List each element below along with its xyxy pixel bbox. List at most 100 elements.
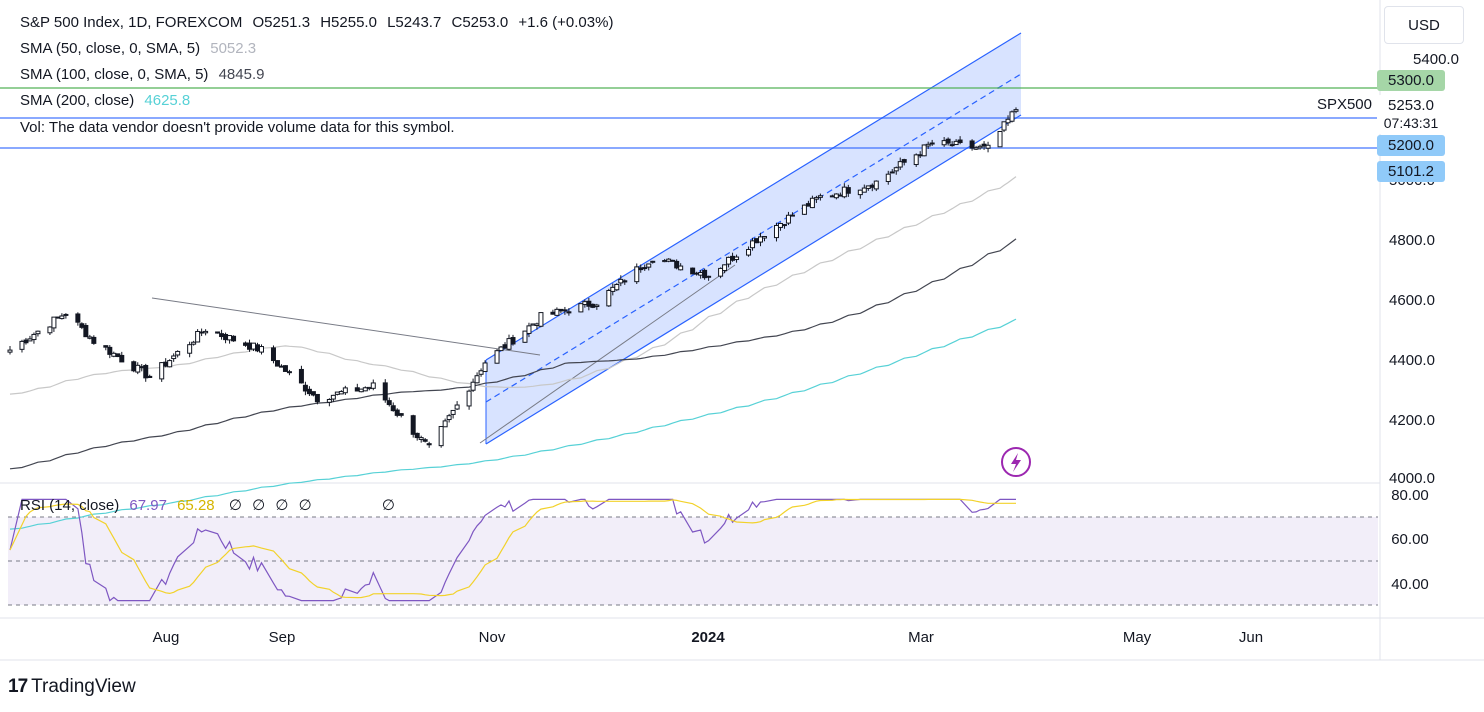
candle — [973, 145, 979, 150]
candle — [143, 363, 149, 382]
candle — [550, 309, 556, 315]
candle — [422, 438, 428, 443]
candle — [203, 329, 209, 336]
candle-body — [702, 269, 708, 279]
candle — [223, 332, 229, 344]
candle — [945, 137, 951, 146]
candle — [594, 303, 600, 310]
rsi-lines — [9, 498, 1016, 602]
candle-body — [861, 187, 867, 193]
rsi-line[interactable] — [9, 498, 1016, 602]
sma200-line[interactable] — [9, 318, 1017, 530]
channel-lower-line[interactable] — [485, 114, 1022, 445]
candle-body — [23, 339, 29, 344]
candle-body — [243, 342, 249, 346]
rsi-tick: 80.00 — [1391, 487, 1429, 504]
candle — [358, 388, 364, 393]
candle-body — [730, 255, 736, 261]
candle-body — [115, 353, 121, 358]
candle — [690, 267, 696, 275]
candle — [614, 283, 620, 292]
candle-body — [805, 203, 811, 207]
tradingview-logo[interactable]: 17 TradingView — [8, 676, 136, 698]
candle — [326, 398, 332, 407]
candle-body — [498, 346, 504, 352]
candle — [538, 312, 544, 328]
candle-body — [953, 140, 959, 146]
candle-body — [750, 240, 756, 249]
level-5300-tag: 5300.0 — [1377, 70, 1445, 91]
sma100-legend[interactable]: SMA (100, close, 0, SMA, 5) 4845.9 — [20, 66, 270, 84]
rsi-empty-value: ∅ — [381, 497, 395, 514]
channel-mid-line[interactable] — [485, 73, 1022, 403]
candle-body — [857, 189, 863, 196]
symbol-legend[interactable]: S&P 500 Index, 1D, FOREXCOM O5251.3 H525… — [20, 14, 619, 32]
candle — [139, 363, 145, 372]
candle-body — [706, 275, 712, 278]
candle — [789, 212, 795, 217]
candle — [809, 195, 815, 209]
candle-body — [382, 382, 388, 401]
candle-body — [678, 265, 684, 271]
candle-body — [973, 147, 979, 150]
rsi-legend[interactable]: RSI (14, close) 67.97 65.28 ∅ ∅ ∅ ∅ ∅ — [20, 497, 401, 515]
volume-message: Vol: The data vendor doesn't provide vol… — [20, 119, 455, 136]
sma100-line[interactable] — [9, 238, 1017, 470]
candle — [530, 323, 536, 326]
candle-body — [746, 248, 752, 256]
symbol-title: S&P 500 Index, 1D, FOREXCOM — [20, 14, 243, 31]
candle — [622, 279, 628, 285]
candle — [893, 166, 899, 175]
candle — [115, 353, 121, 358]
tradingview-logo-icon: 17 — [8, 676, 28, 697]
candle — [442, 418, 448, 428]
candle-body — [538, 312, 544, 327]
sma50-line[interactable] — [9, 176, 1017, 395]
volume-legend[interactable]: Vol: The data vendor doesn't provide vol… — [20, 119, 461, 137]
sma50-legend[interactable]: SMA (50, close, 0, SMA, 5) 5052.3 — [20, 40, 262, 58]
candle-body — [79, 323, 85, 328]
candle-body — [51, 316, 57, 329]
sma200-legend[interactable]: SMA (200, close) 4625.8 — [20, 92, 196, 110]
candle — [386, 397, 392, 407]
candle-body — [302, 384, 308, 392]
candle — [390, 402, 396, 412]
candle-body — [985, 144, 991, 149]
candle — [889, 169, 895, 174]
candle — [302, 381, 308, 396]
candle-body — [969, 140, 975, 149]
candle-body — [694, 272, 700, 275]
candle — [366, 386, 372, 391]
sma200-label: SMA (200, close) — [20, 92, 135, 109]
candle-body — [482, 362, 488, 373]
ohlc-open: O5251.3 — [252, 14, 311, 31]
uptrend-line[interactable] — [479, 264, 736, 444]
candle-body — [278, 365, 284, 368]
rsi-ma-line[interactable] — [9, 498, 1016, 599]
candle-body — [837, 194, 843, 197]
candle-body — [143, 364, 149, 379]
candle — [362, 386, 368, 392]
candle — [35, 330, 41, 337]
candle — [7, 346, 13, 355]
candle-body — [247, 342, 253, 350]
candle-body — [195, 330, 201, 343]
downtrend-line[interactable] — [151, 297, 541, 356]
candle-body — [494, 350, 500, 364]
candle-body — [163, 361, 169, 367]
candle-body — [809, 197, 815, 209]
candle-body — [773, 224, 779, 239]
candle-body — [758, 236, 764, 243]
candle-body — [698, 272, 704, 276]
candle — [199, 328, 205, 337]
candle-body — [614, 283, 620, 291]
candle-body — [957, 139, 963, 144]
candle — [773, 222, 779, 242]
currency-button[interactable]: USD — [1384, 6, 1464, 44]
candle — [270, 345, 276, 364]
candle-body — [618, 278, 624, 284]
candle — [674, 259, 680, 270]
candle — [274, 360, 280, 367]
lightning-icon[interactable] — [1001, 447, 1031, 477]
